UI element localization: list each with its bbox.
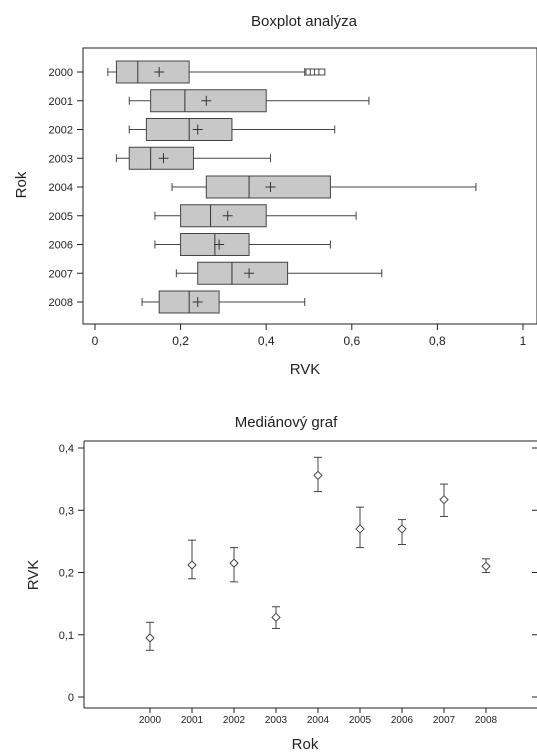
median-y-tick-label: 0,3 xyxy=(59,505,74,517)
median-point-2000 xyxy=(145,621,155,651)
median-point-marker xyxy=(439,494,449,505)
median-point-2003 xyxy=(271,606,281,630)
boxplot-y-tick-label: 2006 xyxy=(49,240,73,252)
boxplot-y-tick-label: 2002 xyxy=(49,125,73,137)
median-chart-title: Mediánový graf xyxy=(235,414,338,431)
boxplot-y-tick-label: 2001 xyxy=(49,96,73,108)
median-x-tick-label: 2005 xyxy=(349,715,372,726)
median-x-tick-label: 2000 xyxy=(139,715,162,726)
boxplot-box-rect xyxy=(197,261,289,285)
median-y-tick-label: 0,1 xyxy=(59,630,74,642)
median-point-2007 xyxy=(439,483,449,517)
median-y-tick-label: 0,2 xyxy=(59,568,74,580)
median-point-2006 xyxy=(397,519,407,545)
median-point-2008 xyxy=(481,558,491,573)
median-y-tick-label: 0,4 xyxy=(59,443,74,455)
median-points xyxy=(145,456,491,651)
boxplot-y-tick-label: 2003 xyxy=(49,153,73,165)
boxplot-box-2003 xyxy=(115,146,271,170)
median-x-tick-label: 2008 xyxy=(475,715,498,726)
boxplot-plot-frame xyxy=(82,47,537,325)
boxplot-outlier-point xyxy=(318,68,326,76)
boxplot-y-tick-label: 2000 xyxy=(49,67,73,79)
median-y-tick-label: 0 xyxy=(68,692,74,704)
boxplot-chart: Boxplot analýza 2000 2001 2002 2003 2004 2005… xyxy=(13,13,537,378)
median-x-tick-label: 2002 xyxy=(223,715,246,726)
boxplot-boxes xyxy=(107,60,477,314)
median-x-axis-label: Rok xyxy=(292,736,319,753)
boxplot-x-axis-label: RVK xyxy=(290,361,321,378)
boxplot-x-tick-label: 0,4 xyxy=(258,334,275,348)
median-y-axis-label: RVK xyxy=(25,560,42,591)
boxplot-x-tick-label: 0,2 xyxy=(172,334,189,348)
median-chart: Mediánový graf 00,10,20,30,4 2000 2001 200… xyxy=(25,414,537,753)
median-x-tick-label: 2003 xyxy=(265,715,288,726)
median-point-marker xyxy=(187,560,197,570)
median-x-tick-label: 2006 xyxy=(391,715,414,726)
boxplot-box-2001 xyxy=(128,89,370,113)
boxplot-box-2008 xyxy=(141,290,306,314)
boxplot-y-axis-label: Rok xyxy=(13,171,30,198)
boxplot-x-tick-label: 0,6 xyxy=(343,334,360,348)
median-point-marker xyxy=(355,524,365,534)
boxplot-title: Boxplot analýza xyxy=(251,13,358,30)
median-point-2002 xyxy=(229,547,239,583)
median-y-ticks: 0 0,1 0,2 0,3 0,4 xyxy=(59,443,537,704)
median-point-marker xyxy=(397,524,407,534)
median-point-2001 xyxy=(187,539,197,580)
median-x-tick-label: 2007 xyxy=(433,715,456,726)
boxplot-box-2007 xyxy=(175,261,383,285)
boxplot-x-tick-label: 0,8 xyxy=(429,334,446,348)
boxplot-box-2006 xyxy=(154,233,331,256)
boxplot-y-tick-label: 2004 xyxy=(49,182,73,194)
boxplot-box-2000 xyxy=(107,60,326,84)
median-point-marker xyxy=(229,558,239,568)
median-x-tick-label: 2004 xyxy=(307,715,330,726)
boxplot-y-ticks: 2000 2001 2002 2003 2004 2005 2006 2007 2008 xyxy=(49,67,83,309)
boxplot-box-2005 xyxy=(154,204,357,228)
median-point-marker xyxy=(313,470,323,481)
median-x-tick-label: 2001 xyxy=(181,715,204,726)
boxplot-x-ticks: 0 0,2 0,4 0,6 0,8 1 xyxy=(92,324,527,348)
median-x-ticks: 2000 2001 2002 2003 2004 2005 2006 2007 2008 xyxy=(139,708,498,726)
boxplot-x-tick-label: 0 xyxy=(92,334,99,348)
boxplot-y-tick-label: 2005 xyxy=(49,211,73,223)
median-point-marker xyxy=(145,633,155,643)
median-point-marker xyxy=(481,561,491,571)
boxplot-box-2002 xyxy=(128,118,336,141)
boxplot-y-tick-label: 2008 xyxy=(49,297,73,309)
boxplot-y-tick-label: 2007 xyxy=(49,268,73,280)
boxplot-x-tick-label: 1 xyxy=(520,334,527,348)
boxplot-box-rect xyxy=(115,60,190,84)
median-point-2005 xyxy=(355,506,365,549)
boxplot-box-2004 xyxy=(171,175,477,199)
median-point-marker xyxy=(271,612,281,623)
median-point-2004 xyxy=(313,456,323,493)
